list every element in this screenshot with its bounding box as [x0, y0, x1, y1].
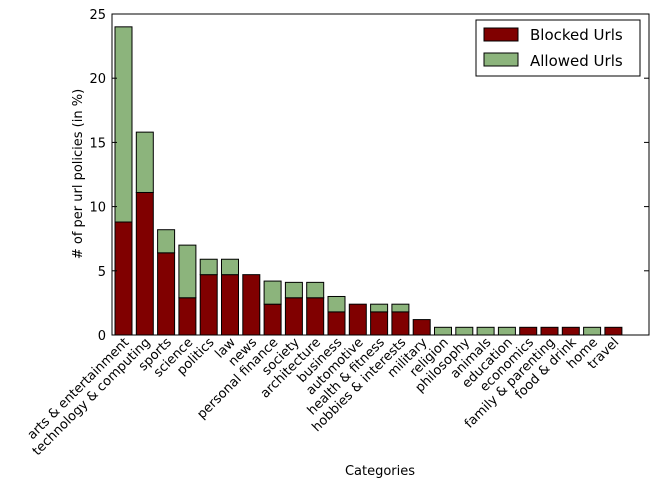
y-axis: 0 5 10 15 20 25	[89, 8, 649, 344]
legend-swatch-allowed	[483, 52, 519, 67]
plot-frame	[111, 13, 650, 336]
bar-blocked-urls-politics	[199, 274, 218, 336]
bar-allowed-urls-personal-finance	[263, 280, 282, 305]
bar-blocked-urls-family-parenting	[540, 326, 559, 336]
bar-allowed-urls-philosophy	[455, 326, 474, 336]
y-tick-label: 0	[98, 329, 106, 344]
bar-blocked-urls-food-drink	[561, 326, 580, 336]
y-axis-title: # of per url policies (in %)	[71, 89, 86, 259]
bar-blocked-urls-economics	[519, 326, 538, 336]
bar-blocked-urls-law	[221, 274, 239, 336]
bar-blocked-urls-health-fitness	[370, 311, 389, 336]
bar-blocked-urls-arts-entertainment	[114, 221, 133, 336]
y-tick-label: 10	[89, 201, 106, 216]
x-axis-title: Categories	[345, 464, 415, 479]
bar-blocked-urls-science	[178, 297, 197, 336]
bar-allowed-urls-business	[327, 295, 346, 313]
bar-blocked-urls-society	[284, 297, 303, 336]
legend: Blocked Urls Allowed Urls	[475, 19, 641, 77]
bar-allowed-urls-religion	[434, 326, 452, 336]
bars-layer	[114, 26, 623, 336]
y-tick-label: 5	[98, 265, 106, 280]
bar-blocked-urls-sports	[157, 252, 176, 336]
bar-allowed-urls-animals	[476, 326, 495, 336]
bar-allowed-urls-society	[284, 281, 303, 299]
bar-allowed-urls-technology-computing	[135, 131, 154, 193]
bar-allowed-urls-architecture	[306, 281, 325, 299]
y-tick-label: 25	[89, 8, 106, 23]
x-tick-label-technology-computing: technology & computing	[30, 335, 154, 459]
bar-allowed-urls-politics	[199, 258, 218, 276]
bar-allowed-urls-science	[178, 244, 197, 299]
y-tick-label: 15	[89, 136, 106, 151]
x-tick-label-arts-entertainment: arts & entertainment	[25, 335, 133, 443]
legend-swatch-blocked	[483, 27, 519, 42]
bar-allowed-urls-education	[497, 326, 516, 336]
y-tick-label: 20	[89, 72, 106, 87]
bar-allowed-urls-arts-entertainment	[114, 26, 133, 223]
bar-allowed-urls-law	[221, 258, 239, 276]
bar-allowed-urls-health-fitness	[370, 303, 389, 313]
bar-blocked-urls-military	[412, 319, 431, 336]
bar-blocked-urls-architecture	[306, 297, 325, 336]
bar-blocked-urls-hobbies-interests	[391, 311, 410, 336]
bar-blocked-urls-travel	[604, 326, 623, 336]
bar-blocked-urls-business	[327, 311, 346, 336]
bar-allowed-urls-sports	[157, 229, 176, 254]
bar-blocked-urls-news	[242, 274, 261, 336]
bar-blocked-urls-personal-finance	[263, 303, 282, 336]
legend-label-blocked: Blocked Urls	[530, 26, 623, 44]
legend-label-allowed: Allowed Urls	[530, 52, 623, 70]
bar-allowed-urls-hobbies-interests	[391, 303, 410, 313]
bar-allowed-urls-home	[583, 326, 602, 336]
bar-blocked-urls-automotive	[348, 303, 367, 336]
bar-blocked-urls-technology-computing	[135, 191, 154, 336]
